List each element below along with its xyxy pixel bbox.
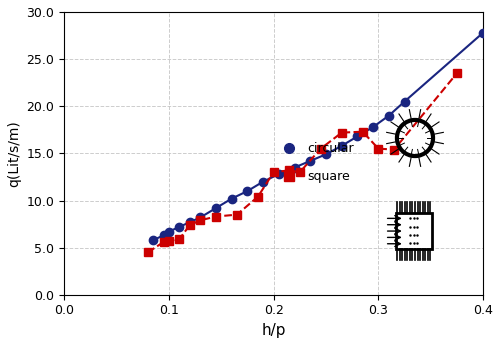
X-axis label: h/p: h/p [262,323,286,338]
Bar [396,213,432,249]
Legend: circular, square: circular, square [272,137,360,188]
Y-axis label: q(Lit/s/m): q(Lit/s/m) [7,120,21,187]
